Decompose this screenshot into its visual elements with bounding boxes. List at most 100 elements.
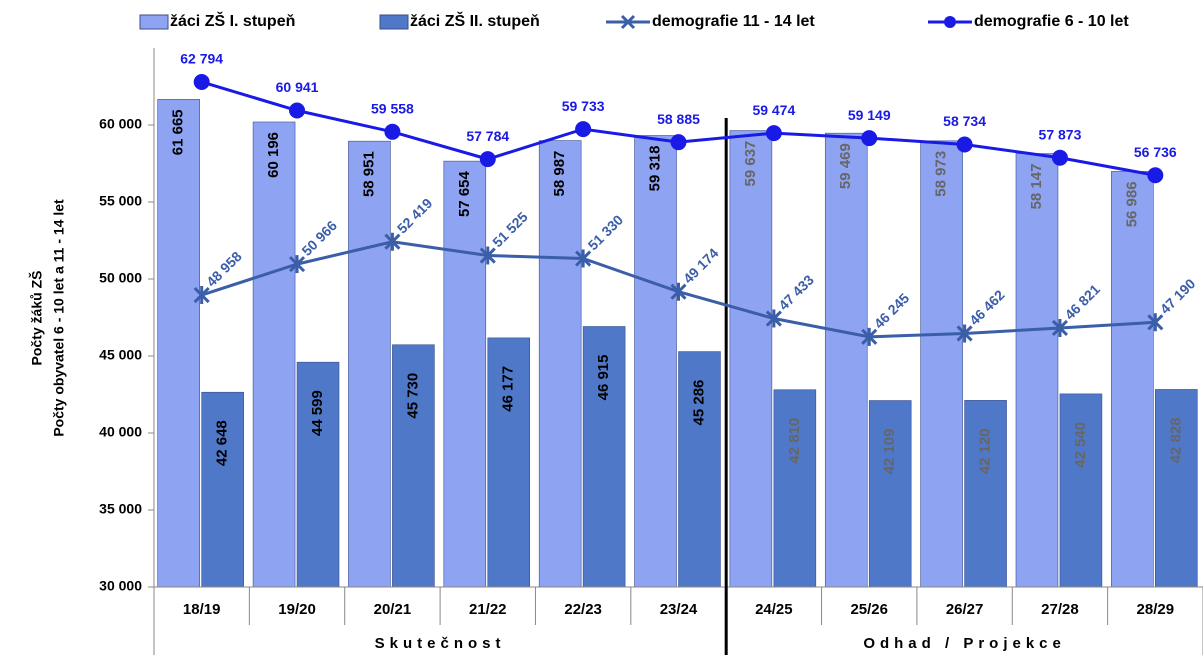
y-tick-label: 30 000 xyxy=(99,578,142,594)
line-value-label: 59 558 xyxy=(371,101,414,117)
bar xyxy=(920,140,963,588)
x-tick-label: 23/24 xyxy=(660,601,698,618)
bar-value-label: 61 665 xyxy=(170,109,187,155)
line-value-label: 47 433 xyxy=(775,272,817,314)
bar-value-label: 42 109 xyxy=(881,429,898,475)
bar xyxy=(868,400,912,588)
bar xyxy=(348,140,391,588)
line-value-label: 50 966 xyxy=(298,217,340,259)
legend-label: žáci ZŠ II. stupeň xyxy=(410,11,540,30)
line-value-label: 46 245 xyxy=(871,290,913,332)
marker xyxy=(575,249,592,268)
bar-value-label: 42 810 xyxy=(786,418,803,464)
legend-marker xyxy=(620,14,636,30)
y-axis-title: Počty obyvatel 6 - 10 let a 11 - 14 let xyxy=(51,199,67,437)
line-value-label: 46 821 xyxy=(1061,281,1103,323)
y-tick-label: 50 000 xyxy=(99,270,142,286)
bar xyxy=(201,391,244,588)
bar xyxy=(773,389,817,588)
bar-value-label: 57 654 xyxy=(456,170,473,217)
bar xyxy=(1059,393,1103,588)
legend-swatch xyxy=(379,14,409,30)
x-tick-label: 18/19 xyxy=(183,601,221,618)
bar-value-label: 45 286 xyxy=(690,380,707,426)
marker xyxy=(384,232,401,251)
bar-value-label: 46 177 xyxy=(500,366,517,412)
line-value-label: 47 190 xyxy=(1157,275,1199,317)
marker xyxy=(288,255,306,274)
bar-value-label: 44 599 xyxy=(309,390,326,436)
bar xyxy=(824,132,868,588)
x-tick-label: 25/26 xyxy=(850,601,888,618)
line-value-label: 52 419 xyxy=(394,195,436,237)
bar xyxy=(729,130,773,588)
bar-value-label: 58 147 xyxy=(1028,164,1045,210)
bar xyxy=(678,351,721,588)
legend-swatch xyxy=(139,14,169,30)
bar-value-label: 59 318 xyxy=(646,146,663,192)
marker xyxy=(479,246,496,265)
line-value-label: 57 784 xyxy=(466,128,509,144)
marker xyxy=(1147,313,1164,332)
bar xyxy=(634,135,677,588)
y-tick-label: 40 000 xyxy=(99,424,142,440)
line xyxy=(201,80,1156,177)
marker xyxy=(670,282,687,301)
y-tick-label: 35 000 xyxy=(99,501,142,517)
bar-value-label: 56 986 xyxy=(1123,181,1140,227)
x-tick-label: 28/29 xyxy=(1137,601,1175,618)
bar-value-label: 59 637 xyxy=(742,141,759,187)
y-axis-title: Počty žáků ZŠ xyxy=(28,271,45,366)
marker xyxy=(575,121,592,138)
x-tick-label: 26/27 xyxy=(946,601,984,618)
line-value-label: 59 733 xyxy=(562,98,605,114)
legend-label: demografie 11 - 14 let xyxy=(652,13,815,30)
marker xyxy=(765,125,782,142)
bar-value-label: 46 915 xyxy=(595,355,612,401)
marker xyxy=(956,324,973,343)
legend-label: žáci ZŠ I. stupeň xyxy=(170,11,295,30)
line-value-label: 56 736 xyxy=(1134,144,1177,160)
x-tick-label: 22/23 xyxy=(564,601,602,618)
y-tick-label: 45 000 xyxy=(99,347,142,363)
marker xyxy=(956,136,973,153)
bar-value-label: 42 120 xyxy=(977,428,994,474)
bar xyxy=(157,99,200,588)
bar-value-label: 45 730 xyxy=(404,373,421,419)
line-value-label: 57 873 xyxy=(1039,126,1082,142)
bar xyxy=(252,121,296,588)
bar xyxy=(1111,171,1154,588)
group-label: Skutečnost xyxy=(375,635,506,652)
bar-value-label: 58 973 xyxy=(933,151,950,197)
line-value-label: 59 149 xyxy=(848,107,891,123)
line-value-label: 62 794 xyxy=(180,51,223,67)
bar xyxy=(582,326,626,588)
group-label: Odhad / Projekce xyxy=(863,635,1066,652)
marker xyxy=(1051,318,1069,337)
y-tick-label: 60 000 xyxy=(99,116,142,132)
bar-value-label: 60 196 xyxy=(265,132,282,178)
bar-value-label: 59 469 xyxy=(837,143,854,189)
marker xyxy=(861,130,878,147)
marker xyxy=(1147,167,1164,184)
bar-value-label: 42 828 xyxy=(1167,417,1184,463)
bar xyxy=(538,140,582,588)
bar xyxy=(487,337,531,588)
line-value-label: 51 525 xyxy=(489,209,531,251)
line-value-label: 59 474 xyxy=(752,102,795,118)
legend-label: demografie 6 - 10 let xyxy=(974,13,1129,30)
bar-value-label: 58 987 xyxy=(551,151,568,197)
x-tick-label: 27/28 xyxy=(1041,601,1079,618)
x-tick-label: 21/22 xyxy=(469,601,507,618)
bar-value-label: 42 540 xyxy=(1072,422,1089,468)
legend-marker xyxy=(944,16,956,28)
marker xyxy=(1051,149,1068,166)
line-value-label: 49 174 xyxy=(680,245,722,287)
bar xyxy=(443,160,487,588)
bar xyxy=(1015,153,1059,588)
bar-value-label: 42 648 xyxy=(214,420,231,466)
line-value-label: 58 885 xyxy=(657,111,700,127)
y-tick-label: 55 000 xyxy=(99,193,142,209)
